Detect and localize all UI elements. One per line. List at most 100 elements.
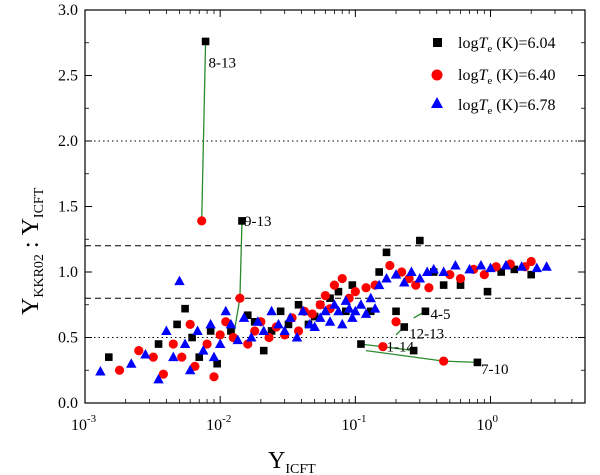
axis-ticks: 10-3 10-2 10-1 100 0.0 0.5 1.0 1.5 2.0 2.5 3.0 <box>58 2 586 434</box>
data-point-square <box>188 333 196 342</box>
x-tick-label: 10-3 <box>71 413 97 434</box>
data-point-square <box>284 320 293 329</box>
data-point-triangle <box>225 318 237 329</box>
data-point-circle <box>455 273 466 284</box>
y-tick-label: 2.0 <box>58 133 78 150</box>
data-point-triangle <box>337 318 348 329</box>
annotation-line-8-13 <box>201 41 207 221</box>
data-point-circle <box>378 342 388 352</box>
y-axis-title-sub2: ICFT <box>32 187 47 218</box>
data-point-circle <box>114 365 125 375</box>
data-point-square <box>375 268 383 276</box>
data-point-triangle <box>340 295 352 305</box>
x-axis-title-sub: ICFT <box>285 462 316 475</box>
y-axis-title-main: Υ <box>18 298 44 315</box>
data-point-circle <box>293 326 304 336</box>
data-point-circle <box>134 346 144 356</box>
data-point-circle <box>445 270 455 280</box>
data-point-circle <box>235 293 245 303</box>
data-point-circle <box>385 260 395 271</box>
legend-entry-1: logTe (K)=6.04 <box>458 35 555 55</box>
data-point-triangle <box>373 279 385 290</box>
annotation-label-1-14: 1-14 <box>386 340 414 356</box>
data-point-square <box>409 346 418 355</box>
data-point-triangle <box>126 358 137 368</box>
x-tick-label: 10-2 <box>206 413 231 434</box>
data-point-triangle <box>179 338 191 349</box>
data-point-circle <box>397 267 407 277</box>
data-point-triangle <box>365 292 376 303</box>
data-point-circle <box>197 216 207 226</box>
data-point-triangle <box>198 345 209 355</box>
data-point-square <box>497 268 506 276</box>
data-point-triangle <box>95 366 106 376</box>
data-point-triangle <box>258 325 269 335</box>
data-point-circle <box>337 273 347 284</box>
annotation-label-9-13: 9-13 <box>244 214 272 230</box>
data-point-triangle <box>309 321 320 332</box>
data-point-triangle <box>406 266 417 276</box>
y-tick-label: 0.5 <box>58 330 78 347</box>
data-point-square <box>392 307 400 316</box>
data-point-triangle <box>369 303 381 313</box>
data-point-triangle <box>360 308 372 318</box>
data-point-circle <box>350 287 360 297</box>
data-point-triangle <box>238 312 250 322</box>
data-point-square <box>259 346 268 355</box>
annotation-labels: 8-13 9-13 4-5 12-131-14 7-10 <box>209 55 509 378</box>
data-point-triangle <box>399 276 410 287</box>
legend-entry-2: logTe (K)=6.40 <box>458 67 555 87</box>
data-point-triangle <box>208 351 220 362</box>
reference-lines <box>85 140 585 338</box>
data-point-triangle <box>421 266 433 276</box>
data-point-circle <box>158 369 168 379</box>
data-point-circle <box>315 300 325 310</box>
data-point-circle <box>329 280 340 290</box>
data-point-square <box>382 248 391 257</box>
data-point-square <box>227 327 235 335</box>
y-tick-label: 1.5 <box>58 199 78 216</box>
data-point-square <box>195 353 204 361</box>
data-point-square <box>105 353 113 361</box>
data-point-triangle <box>297 305 309 316</box>
legend-marker-circle <box>431 69 443 81</box>
data-point-square <box>181 304 189 313</box>
data-point-triangle <box>214 338 226 349</box>
y-axis-title: ΥKKR02 : ΥICFT <box>18 187 47 315</box>
y-axis-title-sub1: KKR02 <box>32 254 47 298</box>
x-axis-title-main: Υ <box>268 448 285 474</box>
data-point-circle <box>190 361 200 371</box>
data-point-triangle <box>438 266 449 276</box>
data-point-square <box>173 320 181 329</box>
y-tick-label: 0.0 <box>58 395 78 412</box>
annotation-label-4-5: 4-5 <box>431 307 451 323</box>
x-axis-title: ΥICFT <box>268 448 316 475</box>
legend: logTe (K)=6.04 logTe (K)=6.40 logTe (K)=… <box>431 35 555 117</box>
data-point-triangle <box>232 334 243 345</box>
data-point-circle <box>391 317 401 327</box>
y-tick-label: 1.0 <box>58 264 78 281</box>
data-point-triangle <box>516 261 527 271</box>
annotation-label-7-10: 7-10 <box>481 362 509 378</box>
data-point-triangle <box>285 312 296 322</box>
data-point-triangle <box>140 349 151 359</box>
legend-entry-3: logTe (K)=6.78 <box>458 97 555 117</box>
data-point-triangle <box>153 373 164 384</box>
data-point-square <box>267 327 276 335</box>
data-point-triangle <box>291 332 303 342</box>
y-axis-title-sep: : Υ <box>18 218 44 254</box>
data-point-triangle <box>350 305 361 316</box>
data-point-circle <box>243 339 253 349</box>
data-point-triangle <box>343 303 355 313</box>
data-point-triangle <box>390 269 402 279</box>
data-point-circle <box>479 270 489 280</box>
data-point-square <box>154 340 163 348</box>
data-point-square <box>439 281 448 289</box>
data-point-triangle <box>320 305 331 316</box>
data-point-circle <box>424 283 434 293</box>
data-point-circle <box>264 332 274 343</box>
y-tick-label: 3.0 <box>58 2 78 19</box>
data-point-circle <box>439 356 449 366</box>
